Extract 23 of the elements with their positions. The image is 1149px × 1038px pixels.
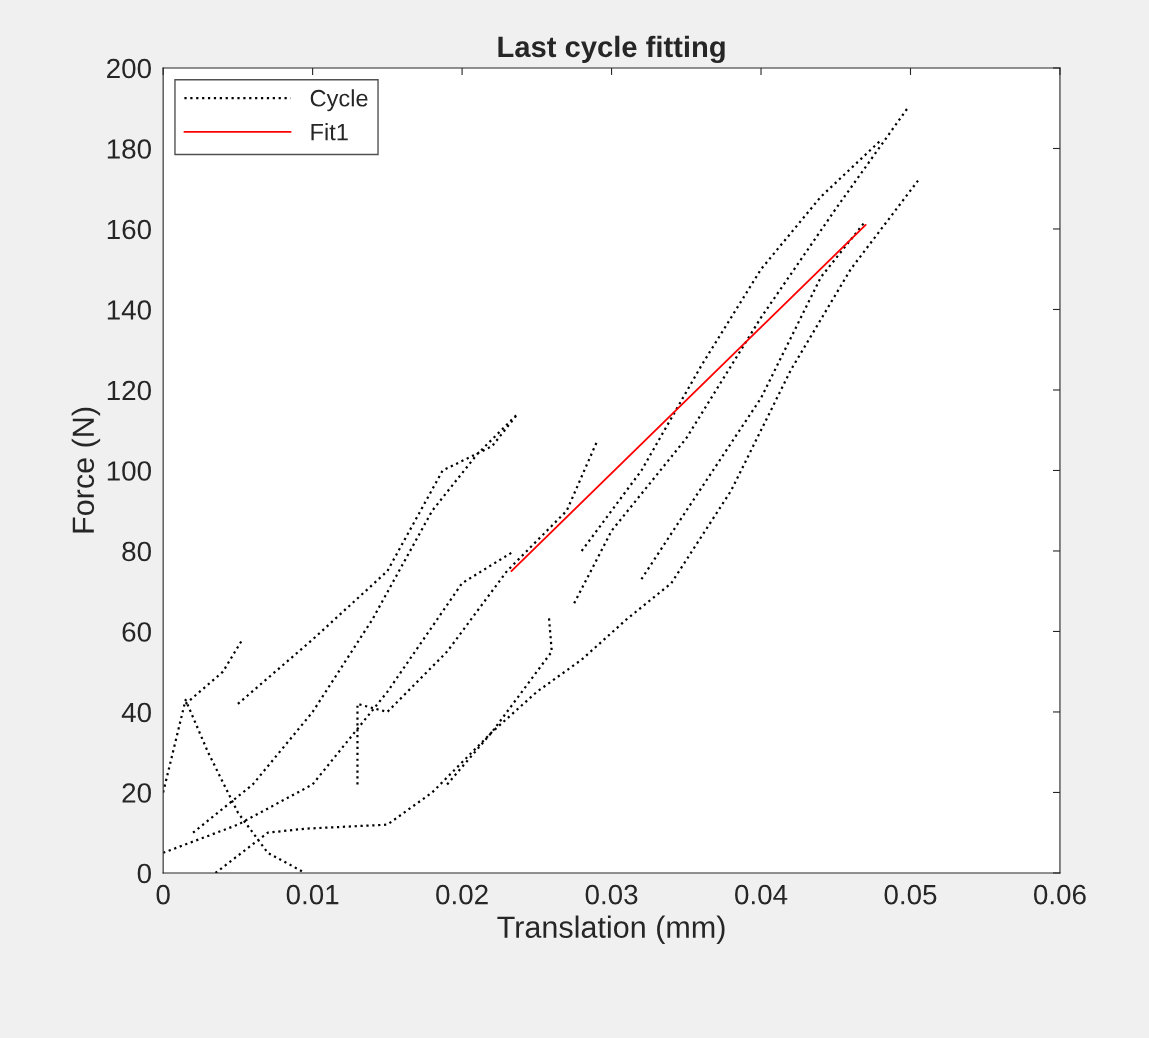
chart-title: Last cycle fitting (498, 35, 725, 64)
x-tick-label: 0.03 (585, 884, 638, 905)
x-tick-label: 0.06 (1034, 884, 1086, 905)
x-tick-label: 0.04 (735, 884, 788, 905)
y-tick-label: 100 (107, 461, 151, 481)
y-tick-label: 160 (107, 219, 151, 240)
y-tick-label: 180 (107, 139, 151, 159)
x-tick-label: 0.02 (436, 884, 488, 905)
y-tick-label: 200 (107, 58, 151, 79)
y-tick-label: 0 (137, 863, 151, 884)
x-axis-title: Translation (mm) (497, 915, 725, 944)
x-tick-label: 0 (156, 884, 170, 905)
y-tick-label: 20 (122, 783, 151, 803)
y-tick-label: 60 (122, 622, 151, 642)
x-tick-label: 0.05 (884, 884, 937, 905)
y-tick-label: 40 (121, 702, 151, 723)
y-axis-title: Force (N) (71, 407, 101, 533)
y-tick-label: 80 (122, 541, 151, 562)
x-tick-label: 0.01 (286, 884, 339, 905)
legend-label: Fit1 (311, 123, 348, 141)
y-tick-label: 140 (107, 300, 151, 320)
y-tick-label: 120 (107, 380, 151, 401)
legend-label: Cycle (310, 89, 368, 112)
